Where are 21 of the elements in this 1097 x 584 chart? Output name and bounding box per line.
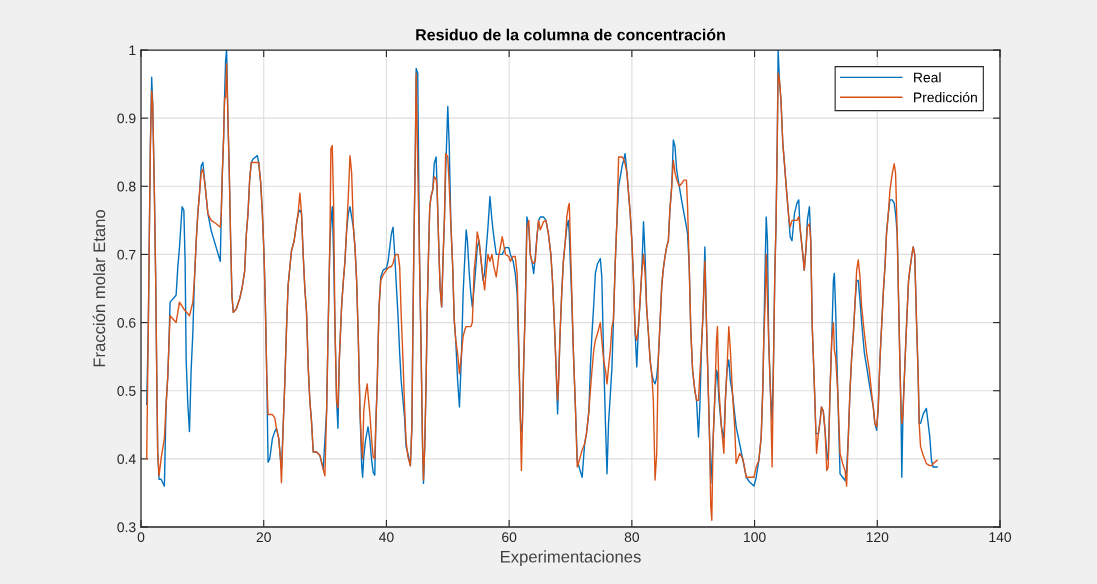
- y-tick-label: 0.8: [117, 181, 136, 192]
- x-tick-label: 140: [989, 532, 1012, 543]
- x-tick-label: 120: [866, 532, 889, 543]
- x-tick-label: 20: [256, 532, 271, 543]
- x-tick-label: 0: [137, 532, 145, 543]
- chart-title: Residuo de la columna de concentración: [416, 28, 725, 41]
- x-tick-label: 40: [379, 532, 394, 543]
- x-tick-label: 60: [502, 532, 517, 543]
- x-axis-title: Experimentaciones: [501, 550, 641, 566]
- y-tick-label: 0.9: [117, 113, 136, 124]
- y-axis-title: Fracción molar Etano: [92, 209, 106, 367]
- y-tick-label: 0.7: [117, 249, 136, 260]
- legend-label: Real: [914, 72, 941, 83]
- y-tick-label: 0.4: [117, 454, 136, 465]
- x-tick-label: 80: [624, 532, 640, 543]
- legend-label: Predicción: [914, 91, 977, 103]
- y-tick-label: 0.5: [117, 386, 136, 396]
- y-tick-label: 0.6: [117, 317, 136, 328]
- y-tick-label: 0.3: [117, 522, 136, 533]
- y-tick-label: 1: [129, 45, 136, 56]
- x-tick-label: 100: [744, 532, 766, 543]
